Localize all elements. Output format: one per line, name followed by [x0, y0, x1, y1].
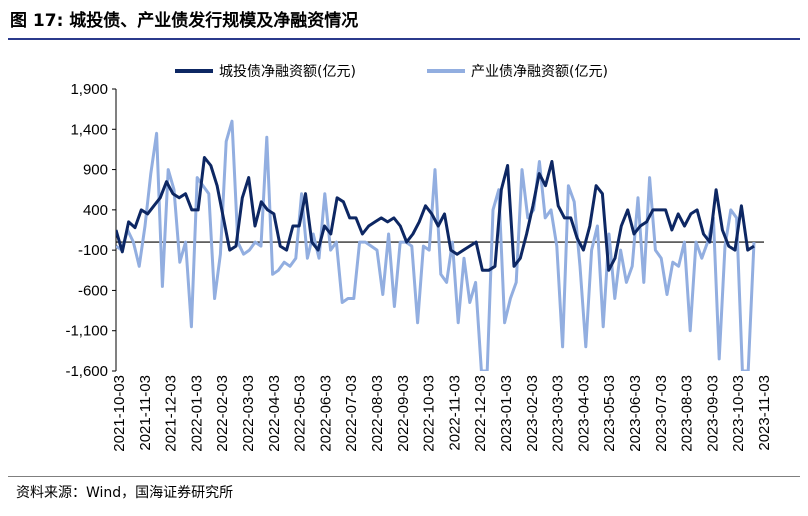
x-tick-label: 2023-02-03 — [524, 375, 541, 452]
x-tick-label: 2022-06-03 — [317, 375, 334, 452]
x-tick-label: 2022-02-03 — [214, 375, 231, 452]
x-tick-label: 2021-10-03 — [111, 375, 128, 452]
x-tick-label: 2023-08-03 — [679, 375, 696, 452]
x-tick-label: 2022-09-03 — [395, 375, 412, 452]
title-rule — [8, 38, 800, 40]
x-tick-label: 2023-06-03 — [627, 375, 644, 452]
x-tick-label: 2022-07-03 — [343, 375, 360, 452]
y-tick-label: 900 — [83, 162, 108, 179]
series-line-chanye — [116, 119, 756, 371]
x-tick-label: 2022-08-03 — [369, 375, 386, 452]
x-tick-label: 2023-01-03 — [498, 375, 515, 452]
x-tick-label: 2023-04-03 — [575, 375, 592, 452]
y-tick-label: -600 — [78, 282, 108, 299]
legend: 城投债净融资额(亿元) 产业债净融资额(亿元) — [175, 64, 608, 80]
x-tick-label: 2023-03-03 — [550, 375, 567, 452]
figure-title: 图 17: 城投债、产业债发行规模及净融资情况 — [10, 11, 359, 31]
plot-area: 1,9001,400900400-100-600-1,100-1,6002021… — [65, 81, 773, 452]
x-tick-label: 2021-11-03 — [137, 375, 154, 451]
y-tick-label: 1,900 — [70, 81, 108, 98]
x-tick-label: 2023-05-03 — [601, 375, 618, 452]
x-tick-label: 2022-05-03 — [292, 375, 309, 452]
y-tick-label: 1,400 — [70, 121, 108, 138]
y-tick-label: 400 — [83, 202, 108, 219]
x-tick-label: 2022-10-03 — [421, 375, 438, 452]
source-note: 资料来源：Wind，国海证券研究所 — [16, 485, 234, 501]
x-tick-label: 2022-03-03 — [240, 375, 257, 452]
legend-label-chanye: 产业债净融资额(亿元) — [471, 64, 608, 80]
x-tick-label: 2023-09-03 — [704, 375, 721, 452]
y-tick-label: -1,600 — [65, 363, 108, 380]
x-tick-label: 2023-10-03 — [730, 375, 747, 452]
x-tick-label: 2022-12-03 — [472, 375, 489, 452]
x-tick-label: 2022-04-03 — [266, 375, 283, 452]
x-tick-label: 2023-07-03 — [653, 375, 670, 452]
x-tick-label: 2022-01-03 — [188, 375, 205, 452]
x-tick-label: 2023-11-03 — [756, 375, 773, 451]
x-tick-label: 2022-11-03 — [446, 375, 463, 451]
y-tick-label: -1,100 — [65, 323, 108, 340]
x-tick-label: 2021-12-03 — [163, 375, 180, 452]
series-line-chengtou — [116, 156, 755, 272]
legend-label-chengtou: 城投债净融资额(亿元) — [219, 64, 356, 80]
y-tick-label: -100 — [78, 242, 108, 259]
source-rule — [8, 476, 800, 477]
